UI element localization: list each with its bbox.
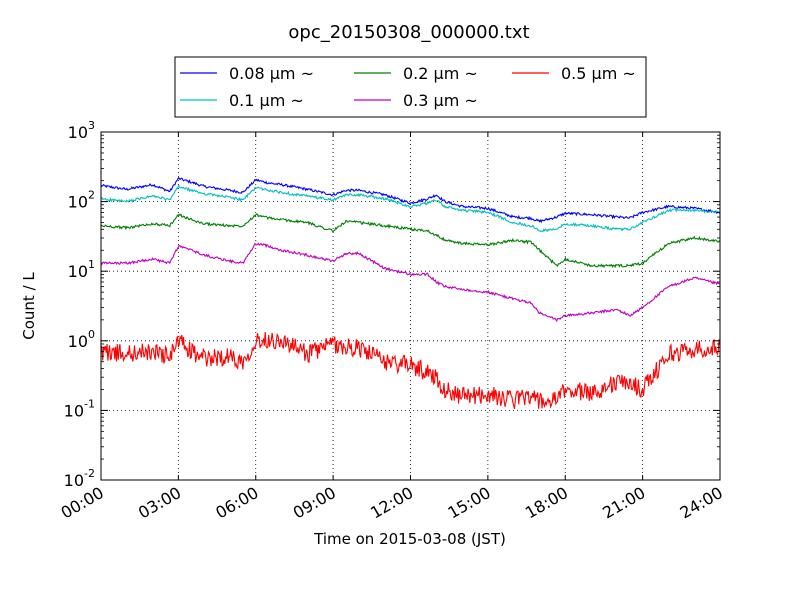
legend-box — [174, 56, 647, 118]
y-axis-label: Count / L — [20, 272, 38, 340]
x-tick-label: 24:00 — [677, 483, 726, 523]
y-tick-label: 100 — [68, 328, 95, 351]
series-line — [100, 176, 721, 224]
y-tick-label: 10-1 — [64, 397, 95, 420]
legend-label: 0.1 μm ~ — [229, 91, 304, 110]
y-tick-label: 102 — [68, 189, 95, 212]
x-tick-label: 03:00 — [135, 483, 184, 523]
legend: 0.08 μm ~ 0.1 μm ~ 0.2 μm ~ 0.3 μm ~ 0.5 μm … — [174, 56, 647, 118]
x-tick-label: 21:00 — [599, 483, 648, 523]
x-axis-label: Time on 2015-03-08 (JST) — [313, 530, 506, 548]
series-line — [100, 242, 721, 323]
x-tick-label: 12:00 — [367, 483, 416, 523]
y-tick-label: 101 — [68, 258, 95, 281]
legend-label: 0.08 μm ~ — [229, 64, 314, 83]
legend-label: 0.3 μm ~ — [403, 91, 478, 110]
series-line — [100, 185, 721, 233]
legend-label: 0.5 μm ~ — [561, 64, 636, 83]
x-axis: 00:00 03:00 06:00 09:00 12:00 15:00 18:00 21:00… — [58, 132, 726, 523]
x-tick-label: 15:00 — [444, 483, 493, 523]
series-lines — [100, 176, 721, 409]
x-tick-label: 06:00 — [212, 483, 261, 523]
y-tick-label: 103 — [68, 119, 95, 142]
legend-label: 0.2 μm ~ — [403, 64, 478, 83]
x-tick-label: 09:00 — [290, 483, 339, 523]
series-line — [100, 331, 721, 409]
series-line — [100, 213, 721, 269]
x-tick-label: 18:00 — [522, 483, 571, 523]
chart-title: opc_20150308_000000.txt — [288, 22, 529, 43]
